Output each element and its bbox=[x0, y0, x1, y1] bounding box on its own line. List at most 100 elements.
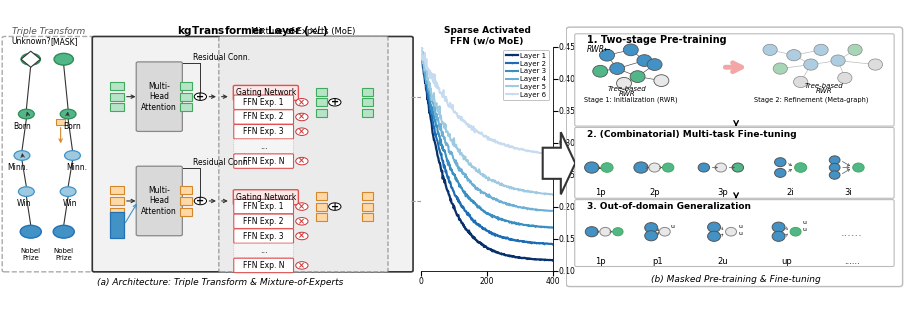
Text: Tree-based: Tree-based bbox=[805, 83, 843, 89]
Layer 4 bbox=[526, 207, 537, 211]
Layer 2 bbox=[496, 235, 507, 239]
FancyBboxPatch shape bbox=[110, 208, 124, 216]
Circle shape bbox=[708, 231, 720, 241]
Text: u: u bbox=[803, 220, 806, 225]
Layer 1 bbox=[526, 257, 537, 261]
Text: +: + bbox=[331, 97, 339, 107]
Text: Residual Conn.: Residual Conn. bbox=[193, 53, 250, 63]
Circle shape bbox=[829, 163, 840, 172]
Text: [MASK]: [MASK] bbox=[50, 37, 78, 46]
Circle shape bbox=[699, 163, 709, 172]
Circle shape bbox=[600, 227, 611, 236]
Text: kgTransformer Layer ($\times L$): kgTransformer Layer ($\times L$) bbox=[177, 24, 329, 38]
Circle shape bbox=[654, 75, 669, 86]
Layer 1 bbox=[494, 252, 505, 255]
Circle shape bbox=[726, 227, 737, 236]
Polygon shape bbox=[543, 132, 575, 194]
Text: FFN Exp. 1: FFN Exp. 1 bbox=[244, 202, 284, 211]
Circle shape bbox=[584, 162, 599, 173]
Line: Layer 5: Layer 5 bbox=[420, 48, 554, 196]
Text: Born: Born bbox=[13, 122, 31, 131]
FancyBboxPatch shape bbox=[180, 103, 192, 111]
Circle shape bbox=[637, 55, 652, 67]
FancyBboxPatch shape bbox=[574, 200, 894, 267]
Layer 6 bbox=[526, 150, 537, 153]
Text: +: + bbox=[331, 202, 339, 211]
Text: u: u bbox=[670, 224, 674, 229]
Layer 4 bbox=[416, 50, 427, 54]
Text: ×: × bbox=[298, 98, 305, 107]
FancyBboxPatch shape bbox=[316, 202, 327, 211]
Layer 3 bbox=[417, 53, 428, 57]
Text: ×: × bbox=[298, 217, 305, 226]
Text: up: up bbox=[782, 257, 793, 266]
Text: Gating Network: Gating Network bbox=[236, 193, 296, 202]
Layer 2 bbox=[494, 234, 505, 238]
Text: u: u bbox=[738, 224, 742, 229]
Text: +: + bbox=[197, 92, 205, 102]
Circle shape bbox=[630, 71, 645, 82]
Circle shape bbox=[732, 163, 744, 172]
Layer 5 bbox=[496, 183, 507, 186]
Circle shape bbox=[649, 163, 660, 172]
Circle shape bbox=[329, 203, 341, 210]
Layer 3 bbox=[494, 217, 505, 221]
Line: Layer 6: Layer 6 bbox=[420, 48, 554, 155]
Text: ×: × bbox=[298, 231, 305, 240]
Layer 2 bbox=[494, 234, 505, 238]
Circle shape bbox=[773, 63, 787, 74]
Layer 6 bbox=[494, 142, 505, 146]
FancyBboxPatch shape bbox=[234, 258, 294, 273]
Text: RWR: RWR bbox=[816, 88, 833, 94]
Layer 4 bbox=[546, 209, 557, 213]
Circle shape bbox=[645, 223, 658, 233]
Layer 4 bbox=[494, 200, 505, 204]
FancyBboxPatch shape bbox=[361, 88, 372, 95]
Circle shape bbox=[853, 163, 864, 172]
Circle shape bbox=[775, 168, 786, 177]
Text: FFN Exp. 3: FFN Exp. 3 bbox=[244, 231, 284, 240]
FancyBboxPatch shape bbox=[110, 103, 124, 111]
Text: Residual Conn.: Residual Conn. bbox=[193, 158, 250, 167]
FancyBboxPatch shape bbox=[92, 36, 413, 272]
Circle shape bbox=[295, 157, 308, 165]
Circle shape bbox=[295, 218, 308, 225]
FancyBboxPatch shape bbox=[234, 214, 294, 229]
Text: FFN Exp. 1: FFN Exp. 1 bbox=[244, 98, 284, 107]
Text: 3i: 3i bbox=[844, 188, 853, 197]
Text: 1p: 1p bbox=[595, 188, 605, 197]
Layer 3 bbox=[416, 52, 427, 55]
Layer 5 bbox=[535, 191, 545, 195]
Text: FFN Exp. N: FFN Exp. N bbox=[243, 157, 284, 166]
Circle shape bbox=[795, 163, 806, 172]
FancyBboxPatch shape bbox=[219, 36, 388, 272]
Circle shape bbox=[194, 93, 207, 100]
Circle shape bbox=[612, 228, 623, 236]
Text: Minn.: Minn. bbox=[7, 163, 28, 172]
FancyBboxPatch shape bbox=[180, 208, 192, 216]
Layer 4 bbox=[494, 200, 505, 204]
Circle shape bbox=[20, 225, 42, 238]
Layer 3 bbox=[494, 217, 505, 221]
Circle shape bbox=[295, 203, 308, 210]
FancyBboxPatch shape bbox=[574, 34, 894, 126]
Circle shape bbox=[295, 262, 308, 269]
Circle shape bbox=[715, 163, 727, 172]
Text: ×: × bbox=[298, 157, 305, 166]
FancyBboxPatch shape bbox=[110, 197, 124, 205]
FancyBboxPatch shape bbox=[234, 95, 294, 109]
Polygon shape bbox=[21, 51, 41, 67]
FancyBboxPatch shape bbox=[180, 93, 192, 101]
Text: (a) Architecture: Triple Transform & Mixture-of-Experts: (a) Architecture: Triple Transform & Mix… bbox=[97, 278, 342, 287]
FancyBboxPatch shape bbox=[316, 98, 327, 106]
Layer 6 bbox=[545, 153, 556, 156]
Text: ×: × bbox=[298, 113, 305, 122]
Legend: Layer 1, Layer 2, Layer 3, Layer 4, Layer 5, Layer 6: Layer 1, Layer 2, Layer 3, Layer 4, Laye… bbox=[503, 50, 549, 100]
Circle shape bbox=[610, 63, 625, 74]
Text: ...: ... bbox=[260, 246, 267, 255]
Line: Layer 2: Layer 2 bbox=[420, 50, 554, 245]
Text: 1. Two-stage Pre-training: 1. Two-stage Pre-training bbox=[587, 35, 727, 45]
Circle shape bbox=[295, 113, 308, 121]
FancyBboxPatch shape bbox=[234, 229, 294, 243]
Layer 2 bbox=[526, 241, 537, 244]
